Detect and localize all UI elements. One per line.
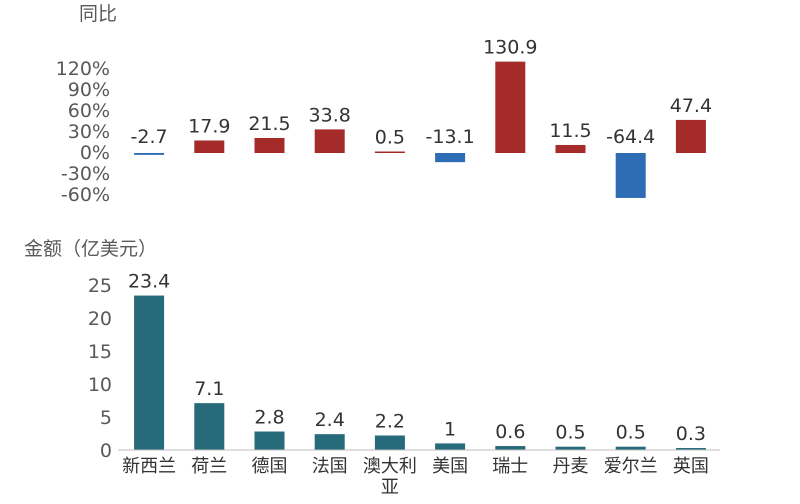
bottom-bar bbox=[555, 446, 586, 450]
bottom-bar bbox=[254, 431, 285, 450]
top-y-tick-label: -60% bbox=[61, 184, 110, 206]
top-bar bbox=[555, 144, 586, 153]
top-y-tick-label: -30% bbox=[61, 163, 110, 185]
x-category-label: 英国 bbox=[673, 456, 709, 477]
bottom-bars bbox=[134, 295, 706, 450]
top-data-label: -2.7 bbox=[131, 126, 168, 148]
top-y-tick-label: 0% bbox=[80, 142, 110, 164]
top-bar bbox=[435, 153, 466, 163]
top-bar bbox=[615, 153, 646, 198]
bottom-y-axis: 25 20 15 10 5 0 bbox=[88, 275, 112, 462]
bottom-data-label: 2.4 bbox=[315, 409, 345, 431]
bottom-data-label: 2.8 bbox=[254, 407, 284, 429]
bottom-data-label: 1 bbox=[444, 418, 456, 440]
top-y-tick-label: 30% bbox=[68, 121, 110, 143]
top-data-label: 47.4 bbox=[670, 95, 712, 117]
x-category-label: 澳大利亚 bbox=[363, 456, 417, 498]
x-category-label: 爱尔兰 bbox=[604, 456, 658, 477]
top-bar bbox=[194, 140, 225, 153]
bottom-data-label: 0.6 bbox=[495, 421, 525, 443]
x-category-label: 新西兰 bbox=[122, 456, 176, 477]
top-data-label: 33.8 bbox=[309, 104, 351, 126]
top-data-labels: -2.7 17.9 21.5 33.8 0.5 -13.1 130.9 11.5 -64.4 47… bbox=[131, 37, 712, 149]
x-category-label: 荷兰 bbox=[191, 456, 227, 477]
bottom-y-tick-label: 10 bbox=[88, 374, 112, 396]
top-data-label: -64.4 bbox=[606, 126, 655, 148]
bottom-bar bbox=[134, 295, 165, 450]
top-data-label: 130.9 bbox=[483, 37, 537, 59]
bottom-bar bbox=[675, 448, 706, 450]
top-bar bbox=[134, 153, 165, 155]
bottom-data-label: 7.1 bbox=[194, 378, 224, 400]
top-bars bbox=[134, 61, 706, 198]
bottom-y-tick-label: 15 bbox=[88, 341, 112, 363]
bottom-bar bbox=[495, 446, 526, 450]
bottom-data-label: 2.2 bbox=[375, 410, 405, 432]
top-y-tick-label: 90% bbox=[68, 79, 110, 101]
bottom-y-tick-label: 20 bbox=[88, 308, 112, 330]
top-bar bbox=[314, 129, 345, 153]
bottom-bar bbox=[615, 446, 646, 450]
bottom-y-tick-label: 0 bbox=[100, 440, 112, 462]
x-category-label: 法国 bbox=[312, 456, 348, 477]
top-axis-title: 同比 bbox=[79, 3, 117, 25]
top-y-axis: 120%90%60%30%0%-30%-60% bbox=[56, 58, 110, 206]
bottom-bar bbox=[374, 435, 405, 450]
bottom-bar bbox=[314, 434, 345, 450]
bottom-data-labels: 23.4 7.1 2.8 2.4 2.2 1 0.6 0.5 0.5 0.3 bbox=[128, 271, 706, 445]
bottom-bar bbox=[435, 443, 466, 450]
bottom-y-tick-label: 25 bbox=[88, 275, 112, 297]
bottom-data-label: 0.5 bbox=[555, 422, 585, 444]
x-category-label: 丹麦 bbox=[553, 456, 589, 477]
top-bar bbox=[495, 61, 526, 153]
x-category-label: 德国 bbox=[252, 456, 288, 477]
bottom-data-label: 0.3 bbox=[676, 423, 706, 445]
top-bar bbox=[254, 137, 285, 153]
top-data-label: 11.5 bbox=[549, 120, 591, 142]
top-bar bbox=[374, 151, 405, 153]
bottom-data-label: 23.4 bbox=[128, 271, 170, 293]
bottom-y-tick-label: 5 bbox=[100, 407, 112, 429]
top-data-label: -13.1 bbox=[426, 126, 475, 148]
top-data-label: 0.5 bbox=[375, 127, 405, 149]
bottom-data-label: 0.5 bbox=[616, 422, 646, 444]
x-category-label: 美国 bbox=[432, 456, 468, 477]
bottom-axis-title: 金额（亿美元） bbox=[24, 238, 157, 260]
top-data-label: 21.5 bbox=[248, 113, 290, 135]
top-bar bbox=[675, 119, 706, 153]
top-data-label: 17.9 bbox=[188, 116, 230, 138]
top-y-tick-label: 60% bbox=[68, 100, 110, 122]
x-category-label: 瑞士 bbox=[492, 456, 528, 477]
bottom-bar bbox=[194, 403, 225, 450]
top-y-tick-label: 120% bbox=[56, 58, 110, 80]
